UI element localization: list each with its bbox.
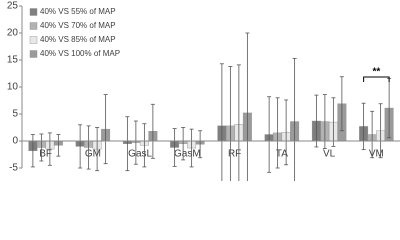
annotation: **	[372, 67, 380, 78]
y-tick-label: 25	[7, 1, 19, 12]
y-tick-label: -5	[9, 163, 18, 174]
significance-bracket	[363, 76, 390, 82]
x-tick-label: GasL	[128, 149, 152, 160]
legend-label: 40% VS 85% of MAP	[40, 35, 116, 44]
y-tick-label: 0	[12, 136, 18, 147]
legend-swatch	[29, 50, 38, 58]
x-tick-label: TA	[276, 149, 288, 160]
chart: -5 0 5 10 15 20 25 BF GM GasL GasM RF TA VL VM ** 40% VS…	[7, 1, 400, 181]
x-tick-label: RF	[228, 149, 241, 160]
x-tick-label: BF	[39, 149, 52, 160]
legend-label: 40% VS 55% of MAP	[40, 7, 116, 16]
legend-label: 40% VS 100% of MAP	[40, 49, 120, 58]
x-tick-label: GasM	[174, 149, 201, 160]
legend-swatch	[29, 8, 38, 16]
y-tick-label: 5	[12, 109, 18, 120]
y-tick-label: 10	[7, 82, 19, 93]
y-tick-label: 15	[7, 55, 19, 66]
legend: 40% VS 55% of MAP 40% VS 70% of MAP 40% VS…	[29, 7, 120, 58]
legend-swatch	[29, 22, 38, 30]
legend-label: 40% VS 70% of MAP	[40, 21, 116, 30]
x-tick-label: VM	[369, 149, 384, 160]
legend-swatch	[29, 36, 38, 44]
x-tick-label: GM	[85, 149, 101, 160]
x-tick-label: VL	[323, 149, 336, 160]
y-tick-label: 20	[7, 28, 19, 39]
